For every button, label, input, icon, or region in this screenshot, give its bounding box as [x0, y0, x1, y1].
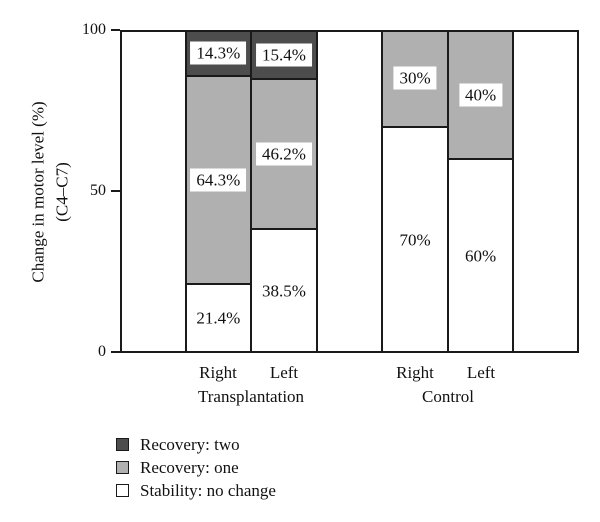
bar-segment: [447, 159, 514, 353]
bar-edge-line: [315, 30, 318, 353]
y-tick-label-50: 50: [90, 182, 106, 199]
legend-item-label: Recovery: two: [140, 434, 240, 454]
legend-swatch-recovery-two: [116, 438, 129, 451]
segment-divider-line: [251, 227, 317, 230]
bar-segment-label: 46.2%: [255, 142, 312, 166]
bar-segment-label: 15.4%: [255, 43, 312, 67]
bar-segment-label: 70%: [399, 230, 431, 250]
x-tick-label-transplantation-left: Left: [269, 363, 299, 382]
legend-item: Recovery: two: [116, 433, 276, 456]
legend-item-label: Recovery: one: [140, 457, 239, 477]
segment-divider-line: [382, 125, 448, 128]
bar-segment: [251, 228, 317, 353]
bar-edge-line: [446, 30, 449, 353]
y-tick-label-100: 100: [82, 21, 106, 38]
legend-item: Recovery: one: [116, 456, 276, 479]
bar-edge-line: [512, 30, 515, 353]
bar-segment-label: 60%: [465, 246, 497, 266]
legend-swatch-recovery-one: [116, 461, 129, 474]
segment-divider-line: [185, 75, 252, 78]
group-label-control: Control: [422, 387, 474, 406]
x-tick-label-transplantation-right: Right: [199, 363, 237, 382]
bar-segment-label: 14.3%: [190, 41, 247, 65]
legend-swatch-stability-no-change: [116, 484, 129, 497]
bar-segment-label: 30%: [393, 66, 437, 90]
y-tick-mark-0: [111, 351, 120, 353]
group-label-transplantation: Transplantation: [197, 387, 305, 406]
bar-segment: [382, 126, 448, 353]
bar-segment-label: 40%: [459, 83, 503, 107]
bar-segment: [185, 283, 252, 353]
bar-segment-label: 64.3%: [190, 168, 247, 192]
x-tick-label-control-left: Left: [466, 363, 496, 382]
bar-segment-label: 21.4%: [196, 308, 241, 328]
bar-edge-line: [381, 30, 384, 353]
legend-item: Stability: no change: [116, 479, 276, 502]
x-tick-label-control-right: Right: [396, 363, 434, 382]
legend-item-label: Stability: no change: [140, 480, 276, 500]
y-tick-mark-50: [111, 190, 120, 192]
legend: Recovery: two Recovery: one Stability: n…: [116, 433, 276, 502]
segment-divider-line: [251, 78, 317, 81]
bar-segment-label: 38.5%: [261, 281, 306, 301]
segment-divider-line: [447, 158, 514, 161]
bar-edge-line: [250, 30, 253, 353]
y-tick-mark-100: [111, 29, 120, 31]
y-tick-label-0: 0: [98, 343, 106, 360]
segment-divider-line: [185, 282, 252, 285]
bar-edge-line: [184, 30, 187, 353]
